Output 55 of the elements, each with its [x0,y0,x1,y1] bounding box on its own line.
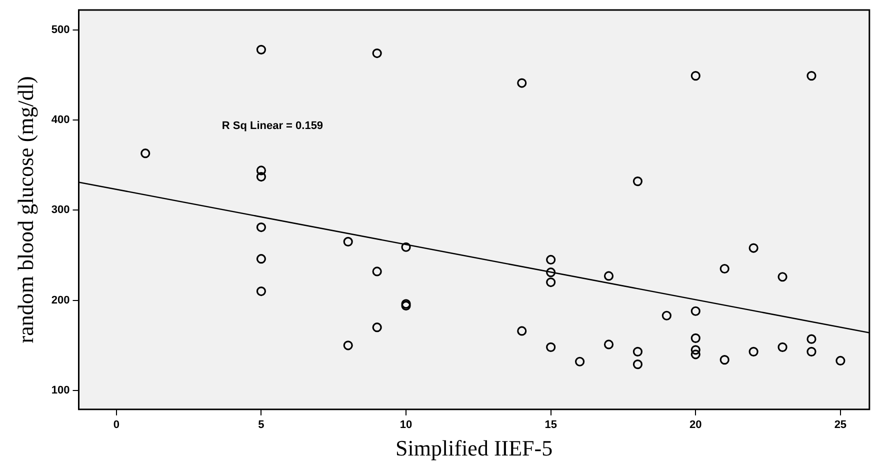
x-tick-label: 10 [400,419,412,432]
y-tick-label: 200 [51,294,70,306]
point [256,254,266,264]
y-tick-label: 100 [51,384,70,396]
x-tick-label: 25 [834,419,847,432]
x-axis-title: Simplified IIEF-5 [396,436,553,461]
x-tick-label: 5 [258,419,264,432]
point [690,333,700,343]
point [343,340,353,350]
point [256,286,266,296]
point [140,148,150,158]
point [690,306,700,316]
point [401,242,411,252]
point [778,272,788,282]
point [632,176,643,186]
point [372,266,382,276]
point [546,342,556,352]
point [546,268,556,278]
x-tick-label: 15 [544,419,557,432]
point [632,360,643,370]
point [574,356,585,366]
point [256,44,266,54]
point [343,236,353,247]
y-tick-label: 400 [51,114,70,126]
point [690,350,700,360]
point [806,346,816,356]
x-tick-label: 0 [113,419,120,432]
point [632,346,643,356]
point [517,326,527,336]
point [836,356,846,366]
y-axis-title: random blood glucose (mg/dl) [12,76,38,344]
point [546,277,556,288]
point [604,340,614,350]
point [517,78,527,88]
y-tick-label: 300 [51,204,70,216]
point [748,346,758,356]
point [662,310,672,320]
point [778,342,788,352]
y-tick-label: 500 [51,24,70,36]
point [256,166,266,176]
point [806,334,816,344]
point [720,264,730,274]
point [690,71,700,81]
point [372,48,382,58]
point [806,71,816,81]
point [256,172,266,182]
annotation: R Sq Linear = 0.159 [222,120,324,132]
point [690,345,700,355]
point [604,271,614,281]
x-tick-label: 20 [690,419,702,432]
point [748,243,758,253]
point [372,322,382,332]
point [546,254,556,265]
point [256,222,266,232]
point [720,355,730,365]
